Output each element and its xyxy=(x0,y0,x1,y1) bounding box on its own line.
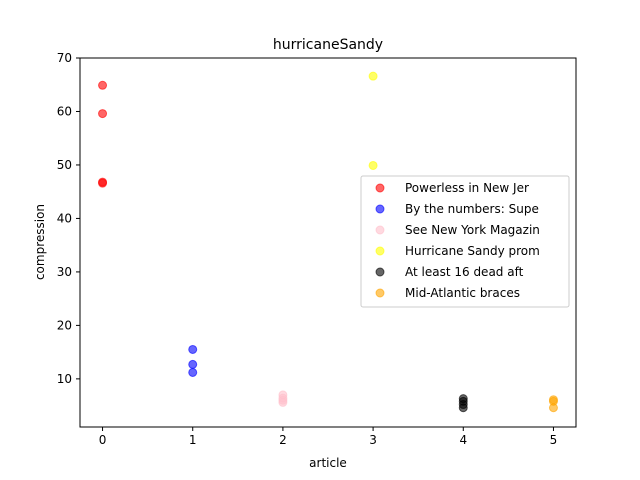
data-point xyxy=(368,160,378,170)
y-tick-label: 20 xyxy=(57,318,72,332)
legend-marker xyxy=(375,267,385,277)
data-points xyxy=(98,71,558,413)
legend-label: At least 16 dead aft xyxy=(405,265,524,279)
legend-label: Mid-Atlantic braces xyxy=(405,286,520,300)
data-point xyxy=(278,397,288,407)
data-point xyxy=(98,80,108,90)
legend-label: Hurricane Sandy prom xyxy=(405,244,540,258)
legend-box xyxy=(360,175,570,308)
series-5 xyxy=(548,395,558,413)
series-4 xyxy=(458,394,468,413)
x-tick-label: 0 xyxy=(99,433,107,447)
legend: Powerless in New Jer By the numbers: Supe… xyxy=(360,175,570,308)
x-tick-label: 5 xyxy=(550,433,558,447)
data-point xyxy=(188,367,198,377)
series-2 xyxy=(278,390,288,407)
series-3 xyxy=(368,71,378,170)
x-tick-label: 1 xyxy=(189,433,197,447)
data-point xyxy=(188,344,198,354)
legend-marker xyxy=(375,288,385,298)
y-tick-label: 10 xyxy=(57,372,72,386)
plot-area xyxy=(79,57,577,428)
data-point xyxy=(548,403,558,413)
legend-label: By the numbers: Supe xyxy=(405,202,539,216)
x-tick-label: 2 xyxy=(279,433,287,447)
y-axis-ticks: 10 20 30 40 50 60 70 xyxy=(57,51,80,386)
y-axis-label: compression xyxy=(33,204,47,280)
data-point xyxy=(368,71,378,81)
data-point xyxy=(458,403,468,413)
y-tick-label: 40 xyxy=(57,211,72,225)
legend-label: Powerless in New Jer xyxy=(405,181,529,195)
data-point xyxy=(98,177,108,187)
data-point xyxy=(188,359,198,369)
legend-label: See New York Magazin xyxy=(405,223,540,237)
x-tick-label: 3 xyxy=(369,433,377,447)
series-1 xyxy=(188,344,198,377)
legend-marker xyxy=(375,246,385,256)
chart-title: hurricaneSandy xyxy=(273,37,383,53)
legend-marker xyxy=(375,183,385,193)
y-tick-label: 70 xyxy=(57,51,72,65)
y-tick-label: 30 xyxy=(57,265,72,279)
x-tick-label: 4 xyxy=(459,433,467,447)
y-tick-label: 50 xyxy=(57,158,72,172)
y-tick-label: 60 xyxy=(57,104,72,118)
series-0 xyxy=(98,80,108,188)
x-axis-label: article xyxy=(309,456,347,470)
plot-frame xyxy=(79,57,577,428)
legend-marker xyxy=(375,225,385,235)
data-point xyxy=(98,109,108,119)
legend-marker xyxy=(375,204,385,214)
x-axis-ticks: 0 1 2 3 4 5 xyxy=(99,427,558,447)
